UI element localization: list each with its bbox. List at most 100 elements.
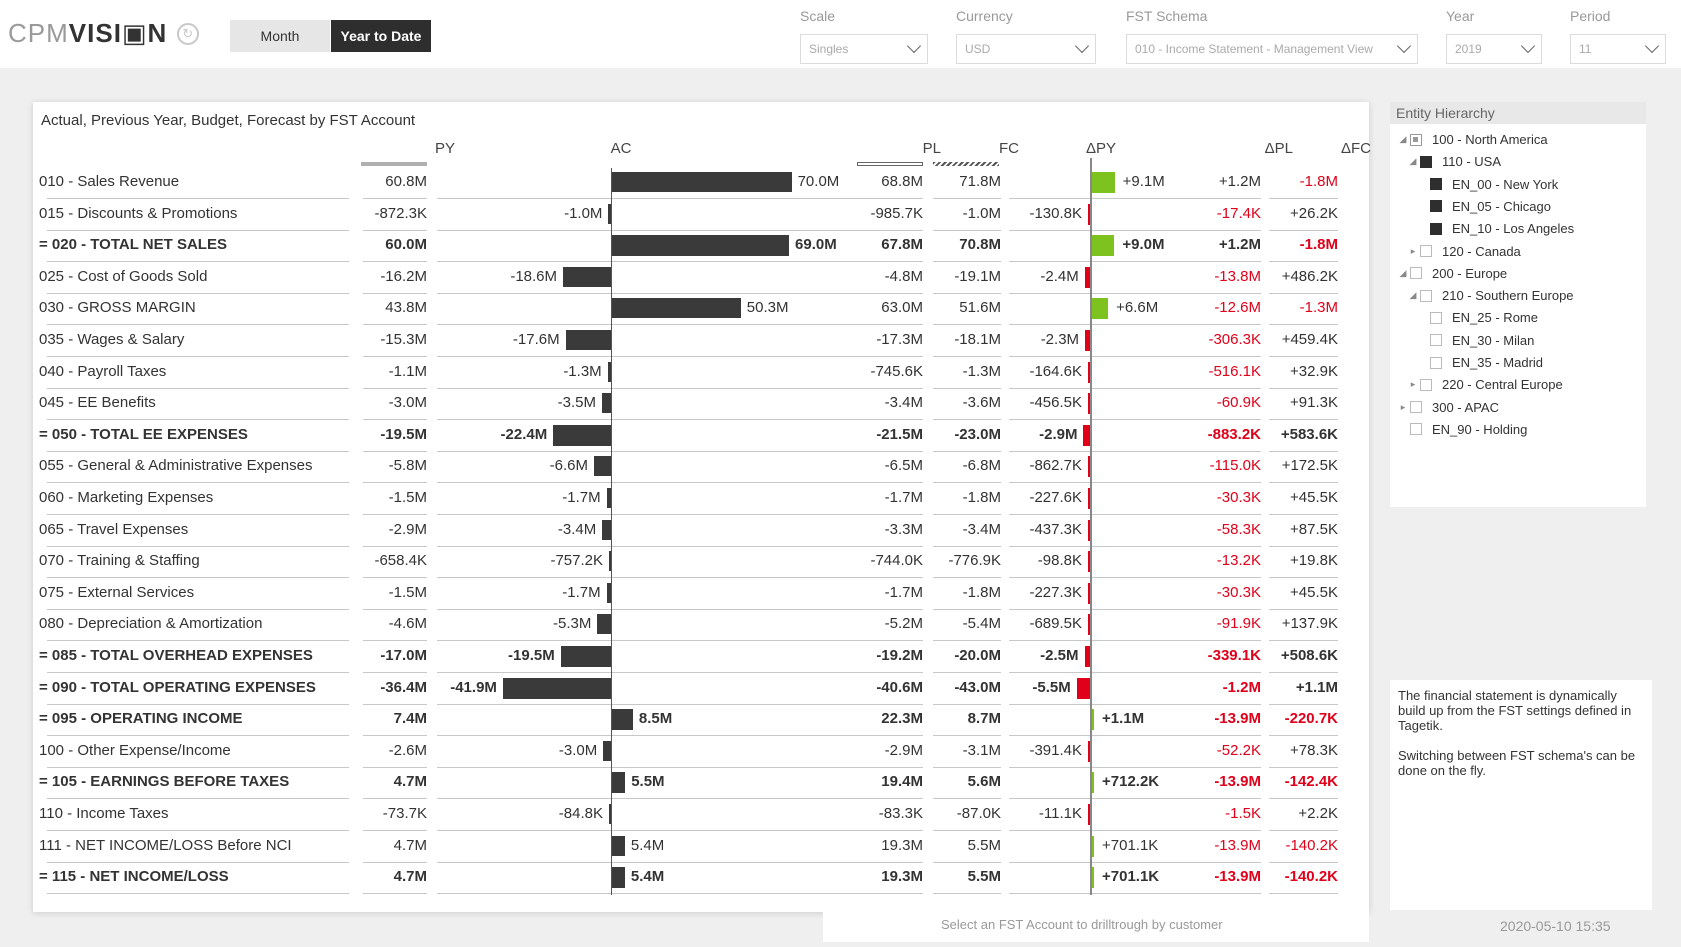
checkbox-icon[interactable] — [1420, 155, 1432, 168]
row-separator — [47, 640, 349, 642]
scale-select[interactable]: Singles — [800, 34, 928, 64]
row-separator — [363, 608, 427, 610]
cell-py: -1.1M — [388, 362, 427, 380]
hierarchy-node[interactable]: EN_90 - Holding — [1398, 422, 1527, 437]
table-row[interactable]: = 115 - NET INCOME/LOSS 4.7M 19.3M 5.5M -13.… — [33, 863, 1369, 895]
cell-fc: -3.1M — [962, 741, 1001, 759]
row-label: = 090 - TOTAL OPERATING EXPENSES — [39, 678, 316, 696]
hierarchy-node[interactable]: EN_35 - Madrid — [1418, 355, 1543, 370]
cell-py: 60.0M — [385, 236, 427, 254]
table-row[interactable]: = 085 - TOTAL OVERHEAD EXPENSES -17.0M -19… — [33, 642, 1369, 673]
checkbox-icon[interactable] — [1430, 200, 1442, 213]
checkbox-icon[interactable] — [1430, 311, 1442, 324]
checkbox-icon[interactable] — [1430, 222, 1442, 235]
entity-hierarchy-panel: Entity Hierarchy ◢ 100 - North America ◢ 11… — [1390, 102, 1646, 507]
ytd-toggle-button[interactable]: Year to Date — [331, 20, 431, 52]
table-row[interactable]: 111 - NET INCOME/LOSS Before NCI 4.7M 19.3… — [33, 832, 1369, 863]
report-title: Actual, Previous Year, Budget, Forecast … — [41, 112, 416, 129]
table-row[interactable]: 070 - Training & Staffing -658.4K -744.0K -… — [33, 547, 1369, 579]
table-row[interactable]: 035 - Wages & Salary -15.3M -17.3M -18.1M -3… — [33, 326, 1369, 357]
table-row[interactable]: 040 - Payroll Taxes -1.1M -745.6K -1.3M -516… — [33, 358, 1369, 389]
table-row[interactable]: 110 - Income Taxes -73.7K -83.3K -87.0K -1.5… — [33, 800, 1369, 831]
table-row[interactable]: 100 - Other Expense/Income -2.6M -2.9M -3.1… — [33, 737, 1369, 768]
hierarchy-node[interactable]: ▸ 220 - Central Europe — [1408, 377, 1563, 392]
table-row[interactable]: = 105 - EARNINGS BEFORE TAXES 4.7M 19.4M 5.… — [33, 768, 1369, 800]
table-row[interactable]: 065 - Travel Expenses -2.9M -3.3M -3.4M -58.… — [33, 516, 1369, 547]
period-select[interactable]: 11 — [1570, 34, 1666, 64]
ac-bar-label: 70.0M — [797, 173, 840, 190]
expand-arrow-icon[interactable]: ◢ — [1399, 134, 1407, 144]
table-row[interactable]: 015 - Discounts & Promotions -872.3K -985.… — [33, 200, 1369, 231]
row-separator — [1269, 387, 1338, 389]
fst-schema-select[interactable]: 010 - Income Statement - Management View — [1126, 34, 1418, 64]
hierarchy-node[interactable]: ◢ 210 - Southern Europe — [1408, 288, 1574, 303]
row-label: 100 - Other Expense/Income — [39, 741, 231, 759]
hierarchy-node[interactable]: EN_30 - Milan — [1418, 333, 1534, 348]
expand-arrow-icon[interactable]: ◢ — [1409, 290, 1417, 301]
expand-arrow-icon[interactable]: ▸ — [1400, 401, 1406, 412]
table-row[interactable]: 030 - GROSS MARGIN 43.8M 63.0M 51.6M -12.6M -… — [33, 294, 1369, 326]
row-separator — [1269, 545, 1338, 547]
expand-arrow-icon[interactable]: ▸ — [1410, 245, 1416, 256]
hierarchy-node[interactable]: ◢ 200 - Europe — [1398, 266, 1508, 281]
hierarchy-node[interactable]: ◢ 110 - USA — [1408, 154, 1501, 169]
expand-arrow-icon[interactable]: ▸ — [1410, 379, 1416, 390]
table-row[interactable]: 045 - EE Benefits -3.0M -3.4M -3.6M -60.9K +9… — [33, 389, 1369, 421]
row-separator — [933, 356, 1001, 357]
row-separator — [437, 735, 869, 737]
row-label: 045 - EE Benefits — [39, 394, 156, 412]
row-separator — [933, 766, 1001, 768]
delta-py-bar — [1076, 677, 1091, 699]
table-row[interactable]: 075 - External Services -1.5M -1.7M -1.8M -3… — [33, 579, 1369, 610]
hierarchy-node[interactable]: ▸ 300 - APAC — [1398, 400, 1499, 415]
table-row[interactable]: 055 - General & Administrative Expenses -… — [33, 452, 1369, 484]
table-row[interactable]: = 020 - TOTAL NET SALES 60.0M 67.8M 70.8M +1… — [33, 231, 1369, 263]
hierarchy-node[interactable]: EN_25 - Rome — [1418, 310, 1538, 325]
table-row[interactable]: 060 - Marketing Expenses -1.5M -1.7M -1.8M -… — [33, 484, 1369, 515]
checkbox-icon[interactable] — [1430, 334, 1442, 347]
row-separator — [857, 292, 923, 294]
row-separator — [933, 292, 1001, 294]
logo-cpm: CPM — [8, 18, 69, 48]
row-label: 010 - Sales Revenue — [39, 173, 180, 190]
table-row[interactable]: 025 - Cost of Goods Sold -16.2M -4.8M -19.1… — [33, 263, 1369, 294]
row-separator — [1189, 577, 1261, 579]
checkbox-icon[interactable] — [1410, 423, 1422, 436]
row-separator — [1009, 577, 1195, 579]
checkbox-icon[interactable] — [1430, 178, 1442, 191]
home-icon[interactable]: ↻ — [177, 22, 200, 45]
ac-bar-label: 69.0M — [795, 236, 837, 254]
table-row[interactable]: = 050 - TOTAL EE EXPENSES -19.5M -21.5M -23… — [33, 421, 1369, 452]
fst-schema-select-value: 010 - Income Statement - Management View — [1135, 42, 1373, 56]
delta-py-bar — [1088, 361, 1091, 383]
row-separator — [1009, 198, 1195, 199]
table-row[interactable]: 080 - Depreciation & Amortization -4.6M -5… — [33, 610, 1369, 642]
expand-arrow-icon[interactable]: ◢ — [1409, 156, 1417, 167]
hierarchy-node[interactable]: EN_10 - Los Angeles — [1418, 221, 1574, 236]
ac-bar — [602, 519, 611, 540]
row-separator — [1269, 419, 1338, 421]
checkbox-icon[interactable] — [1420, 378, 1432, 391]
checkbox-icon[interactable] — [1410, 401, 1422, 414]
checkbox-icon[interactable] — [1420, 245, 1432, 257]
hierarchy-node[interactable]: ◢ 100 - North America — [1398, 132, 1548, 147]
month-toggle-button[interactable]: Month — [230, 20, 330, 52]
checkbox-icon[interactable] — [1420, 289, 1432, 302]
checkbox-icon[interactable] — [1430, 356, 1442, 369]
table-row[interactable]: = 095 - OPERATING INCOME 7.4M 22.3M 8.7M -13… — [33, 705, 1369, 737]
row-separator — [437, 861, 869, 863]
row-separator — [363, 450, 427, 452]
currency-select[interactable]: USD — [956, 34, 1096, 64]
hierarchy-node[interactable]: EN_05 - Chicago — [1418, 199, 1551, 214]
year-select[interactable]: 2019 — [1446, 34, 1542, 64]
hierarchy-node[interactable]: ▸ 120 - Canada — [1408, 244, 1521, 259]
cell-pl: -19.2M — [876, 647, 923, 664]
cell-dpl: +1.2M — [1218, 236, 1261, 254]
table-row[interactable]: 010 - Sales Revenue 60.8M 68.8M 71.8M +1.2M -… — [33, 168, 1369, 199]
table-row[interactable]: = 090 - TOTAL OPERATING EXPENSES -36.4M -4… — [33, 674, 1369, 705]
checkbox-icon[interactable] — [1410, 133, 1422, 146]
ac-bar — [553, 424, 611, 446]
expand-arrow-icon[interactable]: ◢ — [1399, 267, 1407, 278]
hierarchy-node[interactable]: EN_00 - New York — [1418, 177, 1558, 192]
checkbox-icon[interactable] — [1410, 267, 1422, 280]
